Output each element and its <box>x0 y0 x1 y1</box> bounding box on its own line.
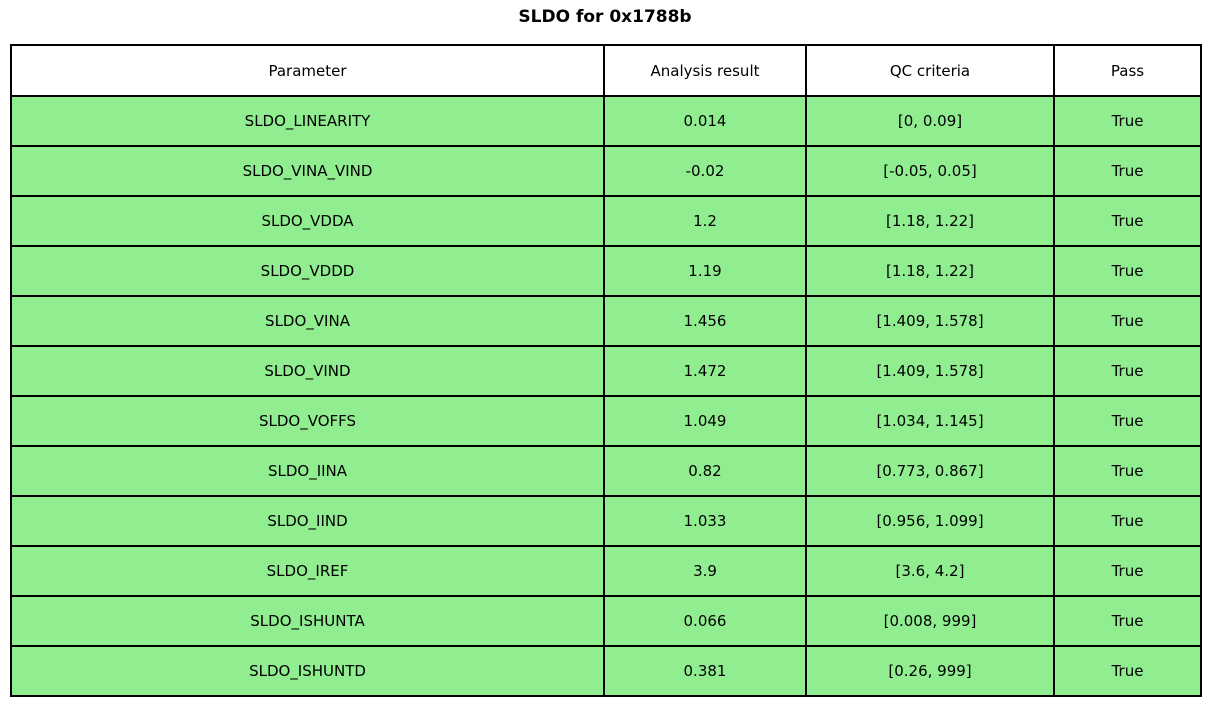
cell-pass: True <box>1053 445 1202 497</box>
cell-pass: True <box>1053 145 1202 197</box>
cell-parameter: SLDO_VOFFS <box>10 395 605 447</box>
cell-parameter: SLDO_IIND <box>10 495 605 547</box>
cell-analysis-result: 1.049 <box>603 395 807 447</box>
cell-parameter: SLDO_VDDD <box>10 245 605 297</box>
cell-qc-criteria: [1.18, 1.22] <box>805 195 1055 247</box>
col-header-qc-criteria: QC criteria <box>805 44 1055 97</box>
qc-results-table: Parameter Analysis result QC criteria Pa… <box>10 44 1202 697</box>
cell-pass: True <box>1053 195 1202 247</box>
table-header: Parameter Analysis result QC criteria Pa… <box>10 44 1202 97</box>
table-body: SLDO_LINEARITY 0.014 [0, 0.09] True SLDO_VIN… <box>10 95 1202 697</box>
cell-parameter: SLDO_IREF <box>10 545 605 597</box>
cell-parameter: SLDO_IINA <box>10 445 605 497</box>
cell-parameter: SLDO_ISHUNTA <box>10 595 605 647</box>
cell-pass: True <box>1053 95 1202 147</box>
cell-analysis-result: 1.472 <box>603 345 807 397</box>
cell-parameter: SLDO_VDDA <box>10 195 605 247</box>
cell-pass: True <box>1053 345 1202 397</box>
cell-qc-criteria: [0.956, 1.099] <box>805 495 1055 547</box>
col-header-analysis-result: Analysis result <box>603 44 807 97</box>
cell-qc-criteria: [0, 0.09] <box>805 95 1055 147</box>
table-row: SLDO_VDDD 1.19 [1.18, 1.22] True <box>10 245 1202 297</box>
table-row: SLDO_VOFFS 1.049 [1.034, 1.145] True <box>10 395 1202 447</box>
table-row: SLDO_IIND 1.033 [0.956, 1.099] True <box>10 495 1202 547</box>
cell-parameter: SLDO_VINA_VIND <box>10 145 605 197</box>
table-row: SLDO_LINEARITY 0.014 [0, 0.09] True <box>10 95 1202 147</box>
table-row: SLDO_ISHUNTD 0.381 [0.26, 999] True <box>10 645 1202 697</box>
cell-qc-criteria: [0.008, 999] <box>805 595 1055 647</box>
cell-qc-criteria: [3.6, 4.2] <box>805 545 1055 597</box>
page-title: SLDO for 0x1788b <box>518 7 692 27</box>
cell-qc-criteria: [1.18, 1.22] <box>805 245 1055 297</box>
cell-parameter: SLDO_VINA <box>10 295 605 347</box>
cell-analysis-result: 1.19 <box>603 245 807 297</box>
cell-parameter: SLDO_ISHUNTD <box>10 645 605 697</box>
col-header-pass: Pass <box>1053 44 1202 97</box>
cell-analysis-result: 1.033 <box>603 495 807 547</box>
table-row: SLDO_VINA 1.456 [1.409, 1.578] True <box>10 295 1202 347</box>
cell-qc-criteria: [1.409, 1.578] <box>805 345 1055 397</box>
cell-pass: True <box>1053 295 1202 347</box>
cell-analysis-result: 1.2 <box>603 195 807 247</box>
col-header-parameter: Parameter <box>10 44 605 97</box>
table-row: SLDO_VIND 1.472 [1.409, 1.578] True <box>10 345 1202 397</box>
cell-parameter: SLDO_LINEARITY <box>10 95 605 147</box>
cell-pass: True <box>1053 595 1202 647</box>
cell-analysis-result: 0.381 <box>603 645 807 697</box>
table-row: SLDO_VDDA 1.2 [1.18, 1.22] True <box>10 195 1202 247</box>
cell-analysis-result: -0.02 <box>603 145 807 197</box>
table-row: SLDO_VINA_VIND -0.02 [-0.05, 0.05] True <box>10 145 1202 197</box>
cell-qc-criteria: [1.034, 1.145] <box>805 395 1055 447</box>
table-row: SLDO_IREF 3.9 [3.6, 4.2] True <box>10 545 1202 597</box>
header-row: Parameter Analysis result QC criteria Pa… <box>10 44 1202 97</box>
cell-pass: True <box>1053 545 1202 597</box>
cell-analysis-result: 0.066 <box>603 595 807 647</box>
cell-analysis-result: 0.014 <box>603 95 807 147</box>
cell-qc-criteria: [-0.05, 0.05] <box>805 145 1055 197</box>
table-row: SLDO_IINA 0.82 [0.773, 0.867] True <box>10 445 1202 497</box>
cell-pass: True <box>1053 245 1202 297</box>
cell-pass: True <box>1053 395 1202 447</box>
cell-analysis-result: 1.456 <box>603 295 807 347</box>
cell-parameter: SLDO_VIND <box>10 345 605 397</box>
table-row: SLDO_ISHUNTA 0.066 [0.008, 999] True <box>10 595 1202 647</box>
cell-qc-criteria: [0.773, 0.867] <box>805 445 1055 497</box>
cell-qc-criteria: [1.409, 1.578] <box>805 295 1055 347</box>
cell-analysis-result: 0.82 <box>603 445 807 497</box>
cell-analysis-result: 3.9 <box>603 545 807 597</box>
cell-pass: True <box>1053 645 1202 697</box>
cell-pass: True <box>1053 495 1202 547</box>
cell-qc-criteria: [0.26, 999] <box>805 645 1055 697</box>
